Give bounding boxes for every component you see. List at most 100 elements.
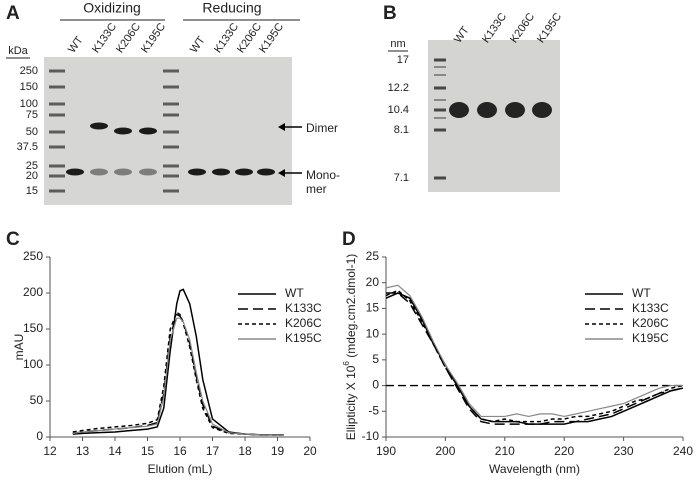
marker-label: 17 bbox=[397, 54, 409, 66]
panel-label: C bbox=[6, 229, 20, 250]
band bbox=[477, 102, 497, 118]
band bbox=[212, 168, 230, 176]
lane-label: K206C bbox=[114, 21, 143, 55]
band bbox=[114, 168, 132, 176]
ladder-band bbox=[434, 86, 446, 90]
marker-label: 25 bbox=[26, 160, 38, 172]
x-tick-label: 210 bbox=[495, 444, 515, 458]
ladder-band bbox=[163, 164, 179, 168]
ladder-band bbox=[49, 113, 65, 117]
ladder-band bbox=[434, 99, 446, 101]
marker-label: 50 bbox=[26, 126, 38, 138]
x-axis-label: Elution (mL) bbox=[148, 462, 213, 476]
band bbox=[532, 102, 552, 118]
y-tick-label: -5 bbox=[368, 403, 379, 417]
y-tick-label: 25 bbox=[366, 249, 380, 263]
data-line bbox=[72, 317, 284, 436]
data-line bbox=[72, 288, 284, 436]
x-tick-label: 220 bbox=[554, 444, 574, 458]
y-tick-label: 0 bbox=[372, 378, 379, 392]
ladder-band bbox=[163, 113, 179, 117]
x-tick-label: 12 bbox=[43, 444, 57, 458]
marker-label: 250 bbox=[20, 65, 38, 77]
y-axis-label-unit: (mdeg.cm2.dmol-1) bbox=[344, 254, 358, 361]
lane-label: WT bbox=[188, 34, 208, 55]
y-tick-label: 5 bbox=[372, 352, 379, 366]
band bbox=[188, 168, 206, 176]
ladder-band bbox=[163, 189, 179, 193]
marker-label: 7.1 bbox=[394, 172, 409, 184]
ladder-band bbox=[163, 69, 179, 73]
panel-label: D bbox=[342, 229, 356, 250]
data-line bbox=[385, 289, 684, 423]
marker-label: 20 bbox=[26, 170, 38, 182]
legend-label: K133C bbox=[632, 301, 669, 315]
ladder-band bbox=[163, 145, 179, 149]
x-tick-label: 19 bbox=[271, 444, 285, 458]
marker-label: 10.4 bbox=[388, 104, 409, 116]
y-tick-label: 10 bbox=[366, 326, 380, 340]
band-label: Mono- bbox=[306, 168, 340, 182]
ladder-band bbox=[434, 74, 446, 76]
band-label: mer bbox=[306, 182, 327, 196]
y-axis-label: Ellipticity X 106 (mdeg.cm2.dmol-1) bbox=[342, 254, 358, 441]
legend-label: K195C bbox=[285, 331, 322, 345]
marker-label: 100 bbox=[20, 98, 38, 110]
legend-label: WT bbox=[285, 286, 304, 300]
ladder-band bbox=[49, 174, 65, 178]
y-axis-label-exponent: 6 bbox=[342, 361, 351, 366]
ladder-band bbox=[49, 189, 65, 193]
band bbox=[90, 122, 108, 130]
y-tick-label: 0 bbox=[36, 429, 43, 443]
x-tick-label: 16 bbox=[173, 444, 187, 458]
arrow-head bbox=[278, 123, 285, 131]
legend-label: K195C bbox=[632, 331, 669, 345]
marker-label: 8.1 bbox=[394, 124, 409, 136]
ladder-band bbox=[434, 108, 446, 112]
x-tick-label: 230 bbox=[614, 444, 634, 458]
legend-label: K133C bbox=[285, 301, 322, 315]
y-tick-label: -10 bbox=[362, 429, 380, 443]
panel-label: A bbox=[6, 3, 20, 24]
ladder-band bbox=[434, 58, 446, 62]
band bbox=[90, 168, 108, 176]
marker-label: 15 bbox=[26, 185, 38, 197]
ladder-band bbox=[49, 69, 65, 73]
band-label: Dimer bbox=[306, 121, 338, 135]
lane-label: K195C bbox=[139, 21, 168, 55]
ladder-band bbox=[163, 85, 179, 89]
x-tick-label: 17 bbox=[206, 444, 220, 458]
marker-label: 75 bbox=[26, 109, 38, 121]
x-tick-label: 240 bbox=[673, 444, 693, 458]
x-tick-label: 13 bbox=[76, 444, 90, 458]
marker-label: 37.5 bbox=[17, 141, 38, 153]
band bbox=[66, 168, 84, 176]
legend-label: K206C bbox=[632, 316, 669, 330]
band bbox=[449, 102, 469, 118]
ladder-band bbox=[434, 66, 446, 68]
marker-label: 150 bbox=[20, 81, 38, 93]
data-line bbox=[385, 284, 683, 418]
condition-label: Reducing bbox=[202, 0, 261, 16]
y-axis-label: mAU bbox=[12, 334, 26, 361]
y-tick-label: 200 bbox=[23, 285, 43, 299]
x-tick-label: 200 bbox=[435, 444, 455, 458]
legend-label: WT bbox=[632, 286, 651, 300]
ladder-band bbox=[49, 145, 65, 149]
ladder-band bbox=[434, 176, 446, 180]
y-tick-label: 250 bbox=[23, 249, 43, 263]
lane-label: WT bbox=[66, 34, 86, 55]
ladder-band bbox=[49, 130, 65, 134]
x-tick-label: 20 bbox=[303, 444, 317, 458]
unit-label: nm bbox=[390, 38, 405, 50]
band bbox=[139, 127, 157, 135]
ladder-band bbox=[49, 164, 65, 168]
ladder-band bbox=[163, 174, 179, 178]
y-axis-label-text: mAU bbox=[12, 334, 26, 361]
legend-label: K206C bbox=[285, 316, 322, 330]
data-line bbox=[72, 313, 284, 436]
band bbox=[114, 127, 132, 135]
x-tick-label: 15 bbox=[141, 444, 155, 458]
y-tick-label: 50 bbox=[30, 393, 44, 407]
